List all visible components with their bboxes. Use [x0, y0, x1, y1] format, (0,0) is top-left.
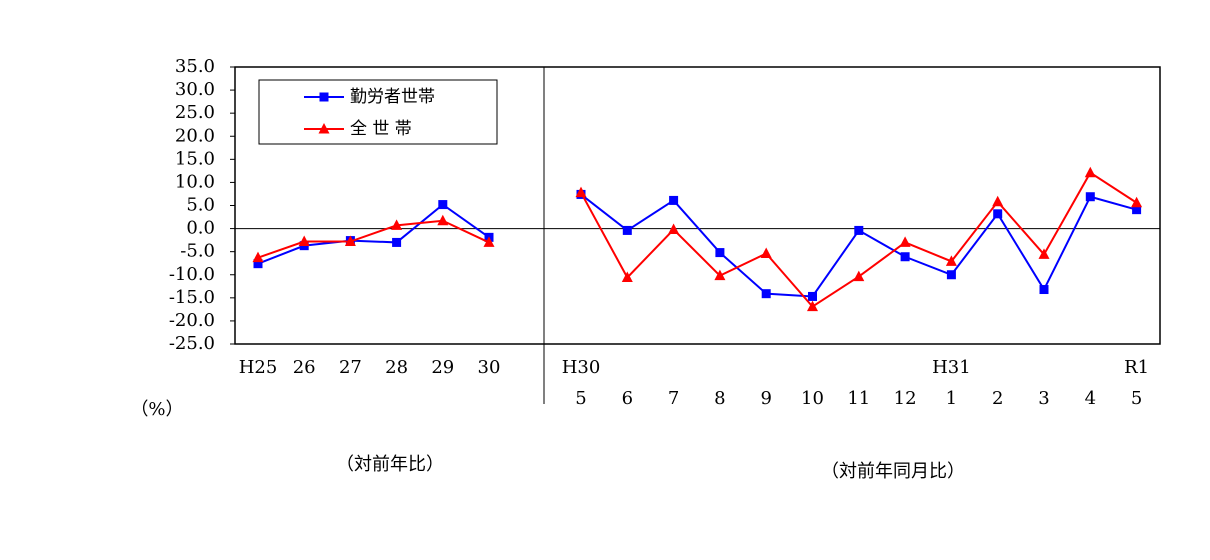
marker — [1039, 285, 1049, 295]
series-line — [257, 219, 490, 259]
y-tick-label: 15.0 — [175, 148, 215, 169]
marker — [946, 270, 956, 280]
x-group-label: H31 — [932, 357, 971, 378]
x-tick-label: 6 — [622, 388, 633, 409]
x-tick-label: 10 — [801, 388, 824, 409]
marker — [1132, 205, 1142, 215]
y-tick-label: 0.0 — [186, 218, 215, 239]
x-tick-label: 5 — [1131, 388, 1142, 409]
marker — [853, 270, 865, 282]
panel-caption: （対前年同月比） — [821, 461, 965, 482]
marker — [621, 271, 633, 283]
marker — [992, 195, 1004, 207]
marker — [391, 219, 403, 230]
x-group-label: R1 — [1124, 357, 1149, 378]
marker — [760, 247, 772, 259]
marker — [900, 252, 910, 262]
marker — [344, 235, 356, 247]
marker — [715, 248, 725, 258]
y-tick-label: 10.0 — [175, 171, 215, 192]
series-line — [580, 193, 1137, 298]
y-unit: （%） — [130, 399, 183, 420]
marker — [807, 300, 818, 312]
x-tick-label: 4 — [1085, 388, 1096, 409]
marker — [437, 214, 449, 226]
marker — [252, 251, 264, 263]
marker — [714, 269, 726, 281]
legend-box — [258, 79, 498, 145]
marker — [1084, 166, 1096, 178]
y-tick-label: 35.0 — [175, 56, 215, 77]
legend-label: 全 世 帯 — [350, 119, 412, 139]
y-tick-label: -5.0 — [180, 241, 215, 262]
marker — [761, 289, 771, 299]
panel-caption: （対前年比） — [336, 454, 444, 475]
marker — [1038, 248, 1050, 259]
x-group-label: H30 — [562, 357, 601, 378]
marker — [668, 223, 680, 235]
y-tick-label: -25.0 — [169, 333, 215, 354]
marker — [993, 209, 1003, 219]
marker — [808, 291, 817, 301]
marker — [622, 225, 632, 235]
x-tick-label: 2 — [992, 388, 1003, 409]
x-tick-label: 1 — [946, 388, 957, 409]
y-tick-label: -10.0 — [169, 264, 215, 285]
x-tick-label: 7 — [668, 388, 679, 409]
y-tick-label: 20.0 — [175, 125, 215, 146]
x-tick-label: 27 — [339, 357, 362, 378]
marker — [1131, 196, 1143, 208]
marker — [392, 237, 402, 247]
x-tick-label: 8 — [714, 388, 725, 409]
marker — [298, 235, 310, 247]
y-tick-label: -20.0 — [169, 310, 215, 331]
series-line — [257, 203, 490, 265]
marker — [483, 236, 495, 247]
y-tick-label: -15.0 — [169, 287, 215, 308]
x-tick-label: 28 — [385, 357, 408, 378]
y-tick-label: 30.0 — [175, 79, 215, 100]
x-tick-label: H25 — [239, 357, 278, 378]
marker — [318, 123, 330, 134]
x-tick-label: 29 — [431, 357, 454, 378]
y-tick-label: 5.0 — [186, 195, 215, 216]
x-tick-label: 5 — [575, 388, 586, 409]
x-tick-label: 26 — [293, 357, 316, 378]
marker — [253, 259, 263, 269]
legend-label: 勤労者世帯 — [350, 87, 435, 107]
marker — [669, 195, 679, 205]
marker — [1085, 192, 1095, 202]
x-tick-label: 9 — [760, 388, 771, 409]
marker — [899, 236, 911, 247]
x-tick-label: 11 — [847, 388, 870, 409]
x-tick-label: 30 — [478, 357, 501, 378]
series-line — [580, 171, 1138, 308]
marker — [945, 255, 957, 266]
x-tick-label: 3 — [1038, 388, 1049, 409]
marker — [854, 225, 864, 235]
marker — [319, 92, 329, 102]
y-tick-label: 25.0 — [175, 102, 215, 123]
marker — [438, 200, 448, 210]
marker — [575, 186, 587, 198]
x-tick-label: 12 — [894, 388, 917, 409]
